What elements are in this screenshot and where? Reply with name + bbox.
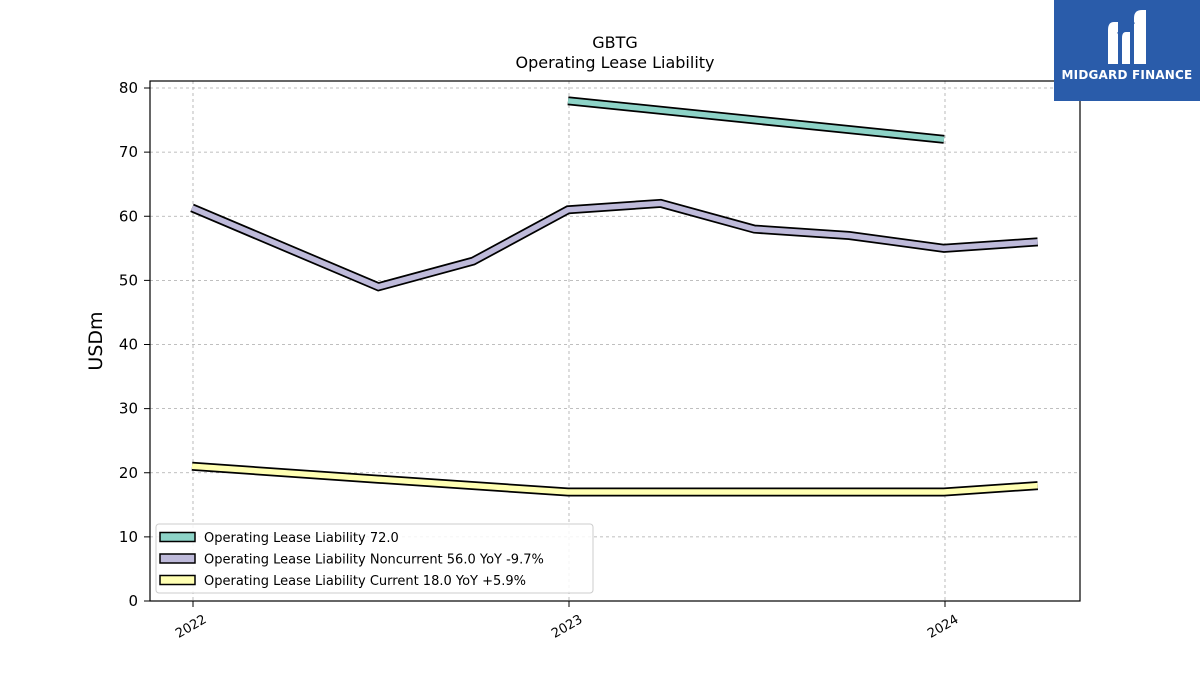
y-tick-label: 50 [119, 271, 138, 289]
legend: Operating Lease Liability 72.0 Operating … [155, 523, 594, 594]
series-line [191, 463, 1038, 495]
series-line-outline [191, 461, 1039, 497]
legend-swatch [159, 531, 196, 543]
x-tick-label: 2022 [173, 612, 209, 642]
logo-mark-icon [1108, 10, 1146, 64]
y-tick-label: 40 [119, 336, 138, 354]
x-tick-label: 2024 [925, 612, 961, 642]
legend-label: Operating Lease Liability 72.0 [204, 531, 399, 546]
brand-logo: MIDGARD FINANCE [1054, 0, 1200, 101]
y-tick-label: 60 [119, 207, 138, 225]
grid [150, 81, 1080, 601]
x-axis: 2022 2023 2024 [173, 601, 961, 642]
chart-title: GBTG [592, 33, 638, 52]
y-axis: 0 10 20 30 40 50 60 70 80 [119, 79, 150, 610]
x-tick-label: 2023 [549, 612, 585, 642]
chart-subtitle: Operating Lease Liability [515, 53, 714, 72]
brand-name: MIDGARD FINANCE [1061, 68, 1193, 82]
legend-swatch [159, 553, 196, 564]
y-tick-label: 80 [119, 79, 138, 97]
y-tick-label: 0 [128, 592, 138, 610]
series-group [190, 96, 1039, 497]
legend-swatch [159, 574, 196, 586]
plot-frame [149, 80, 1081, 602]
legend-label: Operating Lease Liability Noncurrent 56.… [204, 553, 544, 568]
legend-label: Operating Lease Liability Current 18.0 Y… [204, 574, 526, 589]
series-line [190, 200, 1038, 290]
y-tick-label: 10 [119, 528, 138, 546]
legend-box [155, 523, 594, 594]
y-axis-label: USDm [85, 311, 107, 370]
series-line [567, 98, 945, 143]
y-tick-label: 30 [119, 400, 138, 418]
y-tick-label: 20 [119, 464, 138, 482]
y-tick-label: 70 [119, 143, 138, 161]
